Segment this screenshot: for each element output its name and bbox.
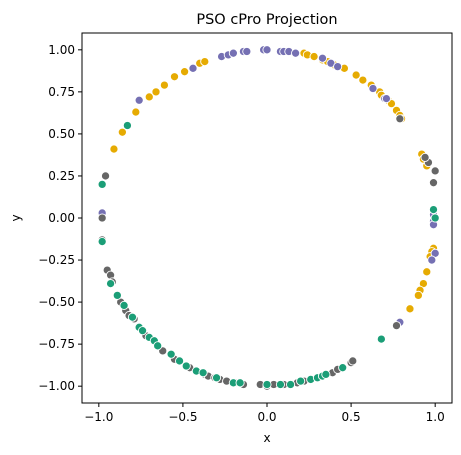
data-point	[97, 179, 107, 189]
data-point	[351, 70, 361, 80]
data-point	[376, 334, 386, 344]
y-tick-label: −1.00	[38, 379, 75, 393]
x-tick-label: −0.5	[168, 410, 197, 424]
data-point	[309, 52, 319, 62]
y-tick-label: −0.25	[38, 253, 75, 267]
data-point	[127, 312, 137, 322]
x-tick-label: −1.0	[84, 410, 113, 424]
y-axis: −1.00 −0.75 −0.50 −0.25 0.00 0.25 0.50 0.75 1.00	[38, 43, 82, 393]
data-point	[321, 369, 331, 379]
y-tick-label: −0.75	[38, 337, 75, 351]
data-point	[151, 87, 161, 97]
x-tick-label: 1.0	[426, 410, 445, 424]
data-point	[122, 120, 132, 131]
data-point	[174, 356, 185, 366]
y-tick-label: 0.75	[48, 85, 75, 99]
data-point	[420, 152, 430, 162]
data-point	[119, 300, 129, 311]
data-point	[427, 255, 437, 265]
y-tick-label: 0.25	[48, 169, 75, 183]
data-point	[430, 166, 440, 176]
data-point	[198, 368, 208, 378]
y-axis-label: y	[9, 214, 23, 221]
data-point	[285, 379, 296, 390]
y-tick-label: 0.00	[48, 211, 75, 225]
y-tick-label: 1.00	[48, 43, 75, 57]
data-point	[381, 94, 391, 104]
data-point	[106, 279, 116, 289]
data-point	[200, 57, 210, 67]
data-point	[262, 45, 272, 55]
data-point	[101, 171, 111, 181]
data-point	[348, 356, 358, 366]
x-tick-label: 0.0	[257, 410, 276, 424]
data-point	[413, 290, 423, 300]
data-point	[368, 83, 378, 94]
data-point	[166, 349, 176, 359]
y-tick-label: −0.50	[38, 295, 75, 309]
data-point	[131, 107, 141, 117]
data-point	[159, 80, 169, 90]
plot-frame	[81, 32, 453, 404]
data-point	[134, 95, 144, 105]
data-point	[235, 378, 245, 388]
data-point	[391, 321, 402, 331]
data-point	[188, 63, 198, 73]
data-point	[296, 376, 306, 386]
data-point	[428, 205, 439, 215]
data-point	[275, 379, 286, 390]
data-point	[211, 373, 222, 383]
data-point	[97, 213, 107, 223]
data-point	[430, 213, 440, 223]
data-point	[422, 267, 432, 277]
data-point	[262, 379, 272, 390]
data-point	[153, 341, 163, 351]
data-point	[169, 72, 180, 82]
data-point	[109, 144, 119, 154]
data-point	[405, 304, 415, 314]
data-point	[181, 361, 191, 371]
x-axis: −1.0 −0.5 0.0 0.5 1.0	[84, 403, 445, 424]
data-point	[338, 363, 348, 373]
data-point	[291, 48, 301, 58]
data-point	[117, 127, 127, 137]
data-point	[228, 48, 238, 58]
y-tick-label: 0.50	[48, 127, 75, 141]
data-point	[242, 46, 252, 57]
data-point	[428, 178, 439, 188]
data-point	[144, 92, 154, 102]
data-point	[333, 62, 343, 72]
data-point	[395, 114, 405, 124]
chart-title: PSO cPro Projection	[196, 12, 337, 28]
data-point	[180, 67, 190, 77]
points-layer	[97, 45, 440, 391]
x-tick-label: 0.5	[342, 410, 361, 424]
x-axis-label: x	[263, 431, 270, 445]
data-point	[112, 290, 122, 300]
data-point	[358, 75, 368, 85]
data-point	[97, 236, 107, 247]
data-point	[137, 326, 148, 336]
data-point	[317, 53, 328, 63]
